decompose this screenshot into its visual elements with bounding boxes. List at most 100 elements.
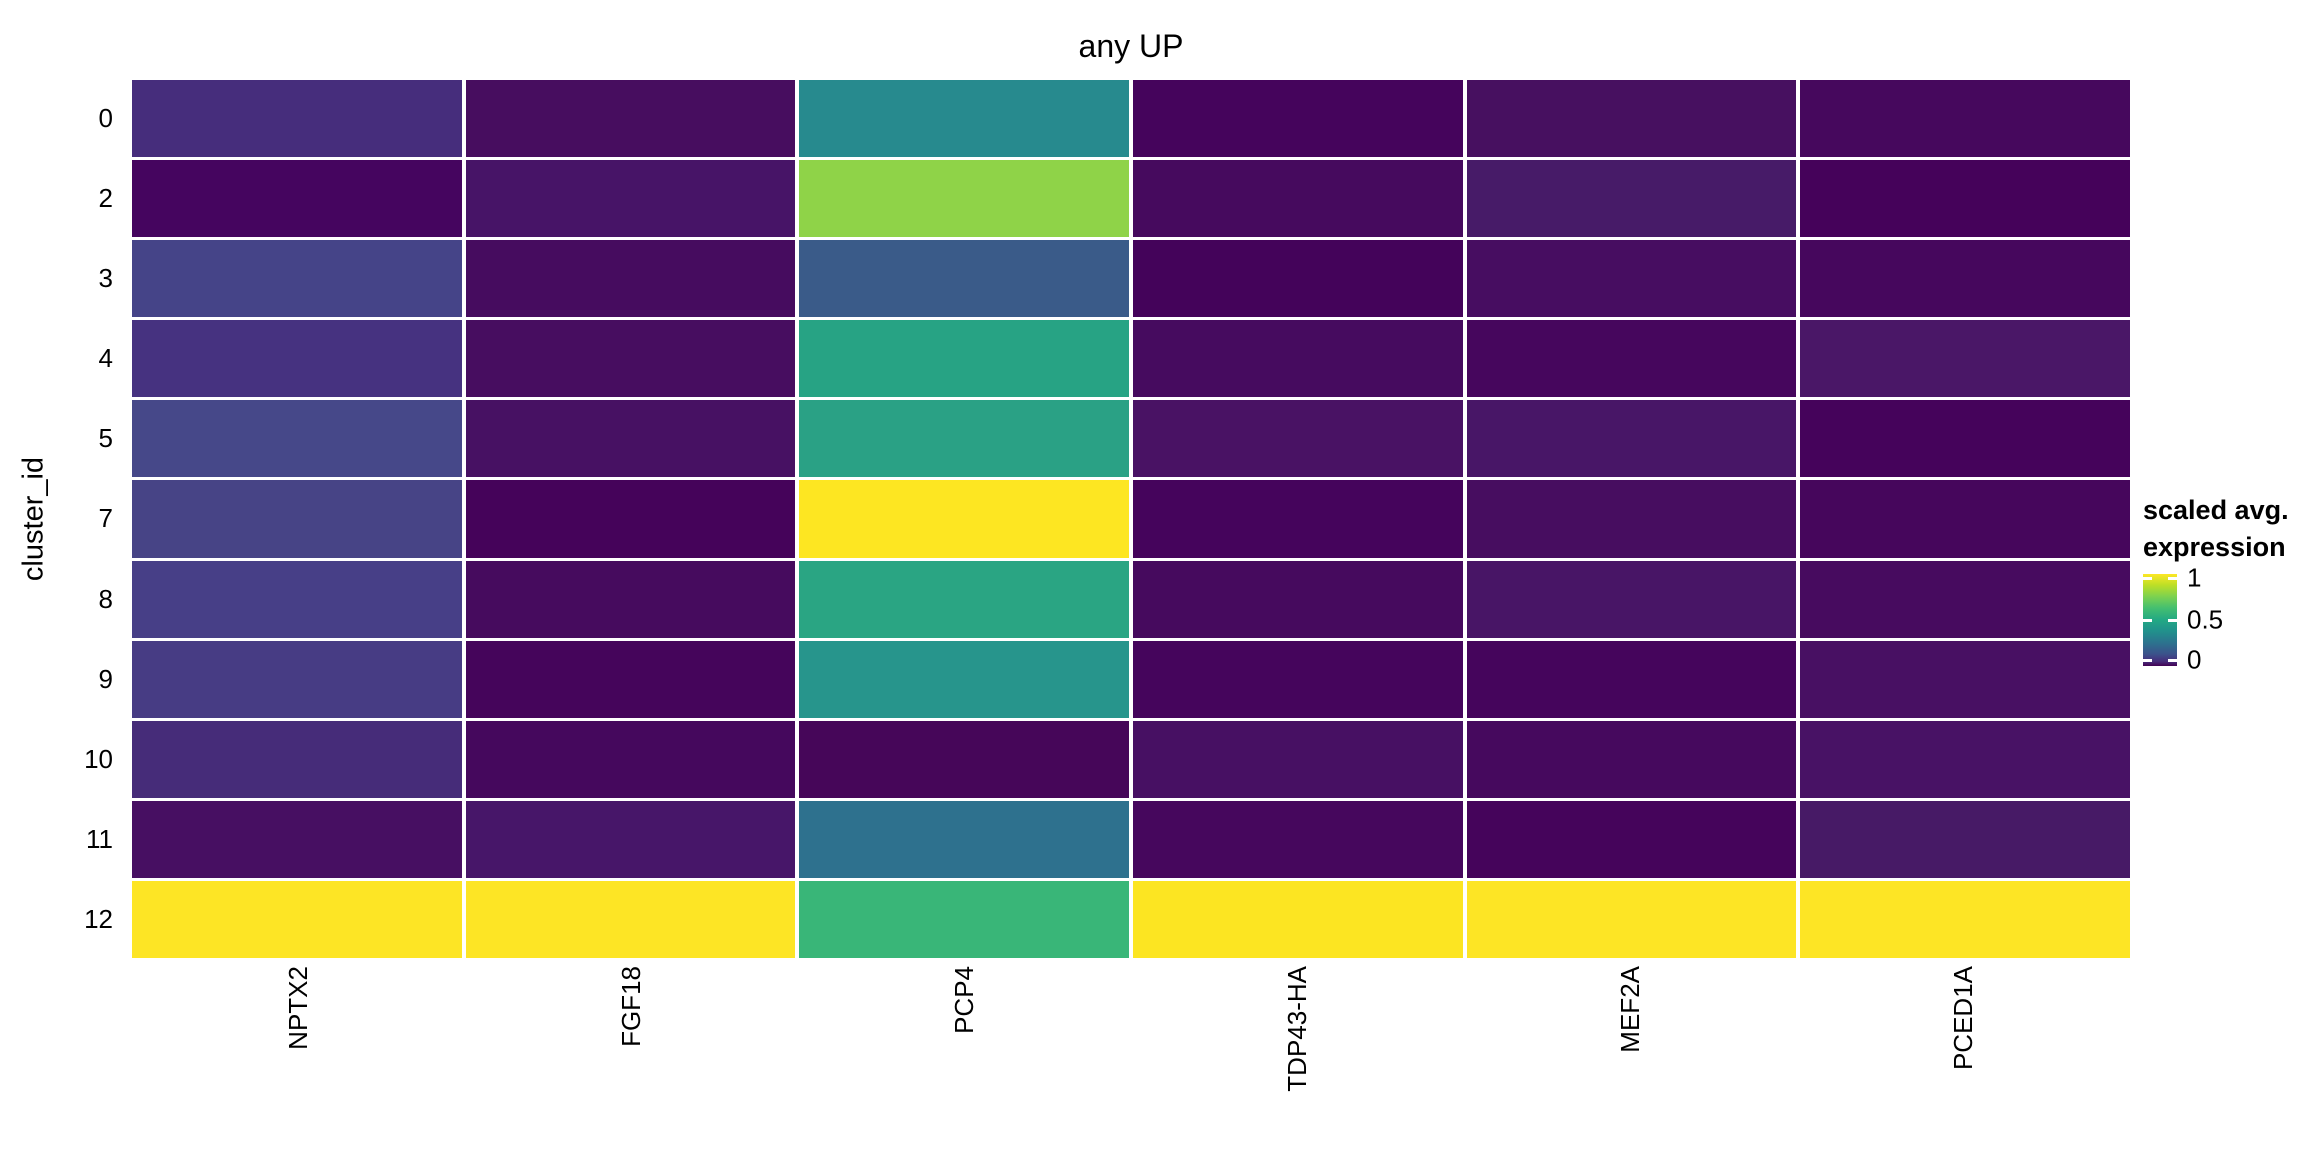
heatmap-cell (465, 320, 796, 398)
y-tick-label: 2 (98, 183, 113, 214)
heatmap-cell (799, 800, 1129, 878)
heatmap-cell (1132, 80, 1463, 158)
x-tick-cell: PCP4 (798, 966, 1131, 1152)
heatmap-cell (1800, 320, 2130, 398)
heatmap-cell (465, 400, 796, 478)
heatmap-cell (132, 720, 462, 798)
heatmap-cell (1132, 240, 1463, 318)
heatmap-cell (465, 720, 796, 798)
x-axis-tick-labels: NPTX2 FGF18 PCP4 TDP43-HA MEF2A PCED1A (132, 966, 2130, 1152)
heatmap-cell (1466, 640, 1797, 718)
heatmap-cell (1132, 160, 1463, 238)
legend-title-line2: expression (2143, 532, 2286, 562)
x-tick-label: FGF18 (616, 966, 646, 1047)
y-axis-tick-labels: 0 2 3 4 5 7 8 9 10 11 12 (0, 80, 122, 958)
colorbar-tick-mark (2168, 659, 2177, 662)
y-tick-label: 3 (98, 263, 113, 294)
colorbar-tick-mark (2143, 619, 2152, 622)
y-tick-label: 0 (98, 103, 113, 134)
colorbar-tick-mark (2168, 619, 2177, 622)
heatmap-cell (465, 800, 796, 878)
heatmap-cell (1800, 800, 2130, 878)
heatmap-cell (1800, 560, 2130, 638)
heatmap-cell (799, 160, 1129, 238)
heatmap-cell (1466, 720, 1797, 798)
heatmap-cell (465, 160, 796, 238)
heatmap-cell (465, 80, 796, 158)
heatmap-grid (132, 80, 2130, 958)
page-title: any UP (1078, 28, 1184, 64)
heatmap-cell (132, 160, 462, 238)
heatmap-cell (1466, 560, 1797, 638)
heatmap-cell (1800, 80, 2130, 158)
heatmap-cell (1800, 400, 2130, 478)
y-tick-label: 12 (84, 903, 113, 934)
heatmap-cell (465, 560, 796, 638)
legend-tick-label: 0.5 (2187, 604, 2224, 635)
x-tick-cell: NPTX2 (132, 966, 465, 1152)
heatmap-cell (1466, 320, 1797, 398)
heatmap-cell (1132, 720, 1463, 798)
x-tick-cell: PCED1A (1797, 966, 2130, 1152)
heatmap-cell (1466, 800, 1797, 878)
x-tick-label: NPTX2 (283, 966, 313, 1050)
heatmap-cell (465, 240, 796, 318)
heatmap-cell (465, 480, 796, 558)
heatmap-cell (1800, 480, 2130, 558)
heatmap-cell (1132, 880, 1463, 958)
heatmap-cell (132, 320, 462, 398)
heatmap-cell (132, 80, 462, 158)
heatmap-cell (132, 640, 462, 718)
heatmap-cell (1132, 640, 1463, 718)
heatmap-cell (132, 400, 462, 478)
heatmap-cell (132, 800, 462, 878)
legend-tick-label: 1 (2187, 562, 2202, 593)
legend-tick-label: 0 (2187, 644, 2202, 675)
heatmap-cell (132, 480, 462, 558)
x-tick-cell: MEF2A (1464, 966, 1797, 1152)
heatmap-cell (1800, 160, 2130, 238)
heatmap-cell (132, 880, 462, 958)
heatmap-cell (1132, 480, 1463, 558)
heatmap-cell (1800, 880, 2130, 958)
heatmap-cell (799, 400, 1129, 478)
heatmap-cell (1132, 560, 1463, 638)
heatmap-cell (465, 640, 796, 718)
y-tick-label: 10 (84, 743, 113, 774)
heatmap-cell (1800, 720, 2130, 798)
heatmap-cell (132, 560, 462, 638)
legend-colorbar: 1 0.5 0 (2143, 563, 2223, 675)
colorbar-tick-mark (2143, 577, 2152, 580)
heatmap-cell (799, 880, 1129, 958)
heatmap-cell (799, 240, 1129, 318)
x-tick-label: MEF2A (1615, 966, 1645, 1053)
heatmap-cell (1800, 240, 2130, 318)
heatmap-cell (1466, 240, 1797, 318)
heatmap-cell (799, 640, 1129, 718)
y-tick-label: 7 (98, 503, 113, 534)
heatmap-cell (1466, 160, 1797, 238)
legend: scaled avg. expression 1 0.5 0 (2143, 492, 2304, 675)
heatmap-cell (799, 720, 1129, 798)
heatmap-cell (465, 880, 796, 958)
heatmap-cell (132, 240, 462, 318)
y-tick-label: 9 (98, 663, 113, 694)
colorbar-tick-mark (2143, 659, 2152, 662)
x-tick-cell: TDP43-HA (1131, 966, 1464, 1152)
y-tick-label: 5 (98, 423, 113, 454)
y-tick-label: 4 (98, 343, 113, 374)
legend-title-line1: scaled avg. (2143, 495, 2289, 525)
heatmap-cell (799, 320, 1129, 398)
x-tick-label: PCED1A (1948, 966, 1978, 1071)
heatmap-cell (1466, 400, 1797, 478)
x-tick-label: TDP43-HA (1282, 966, 1312, 1092)
heatmap-cell (1800, 640, 2130, 718)
x-tick-cell: FGF18 (465, 966, 798, 1152)
heatmap-cell (799, 80, 1129, 158)
heatmap-cell (1466, 880, 1797, 958)
heatmap-cell (1466, 80, 1797, 158)
heatmap-cell (1132, 320, 1463, 398)
x-tick-label: PCP4 (949, 966, 979, 1034)
colorbar-tick-mark (2168, 577, 2177, 580)
